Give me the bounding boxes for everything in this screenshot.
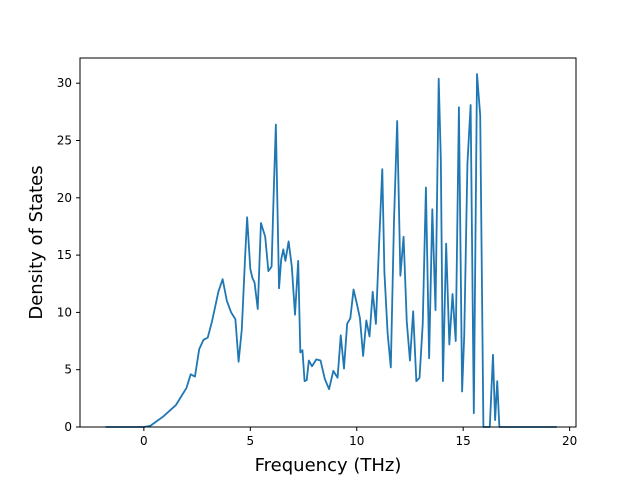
x-axis-label: Frequency (THz): [255, 455, 402, 476]
y-tick-label: 0: [64, 420, 72, 434]
x-tick-label: 0: [140, 434, 148, 448]
y-tick-label: 5: [64, 363, 72, 377]
x-tick-label: 15: [456, 434, 471, 448]
y-tick-label: 10: [57, 305, 72, 319]
y-axis-label: Density of States: [26, 165, 47, 319]
y-tick-label: 15: [57, 248, 72, 262]
x-tick-label: 10: [349, 434, 364, 448]
y-tick-label: 30: [57, 76, 72, 90]
ticks-layer: 0 5 10 15 20 0 5 10 15 20 25 30: [57, 76, 578, 448]
y-tick-label: 20: [57, 191, 72, 205]
series-line-0: [105, 73, 557, 428]
plot-frame: [79, 57, 577, 428]
y-tick-label: 25: [57, 134, 72, 148]
x-tick-label: 5: [246, 434, 254, 448]
series-layer: [105, 73, 557, 428]
x-tick-label: 20: [562, 434, 577, 448]
